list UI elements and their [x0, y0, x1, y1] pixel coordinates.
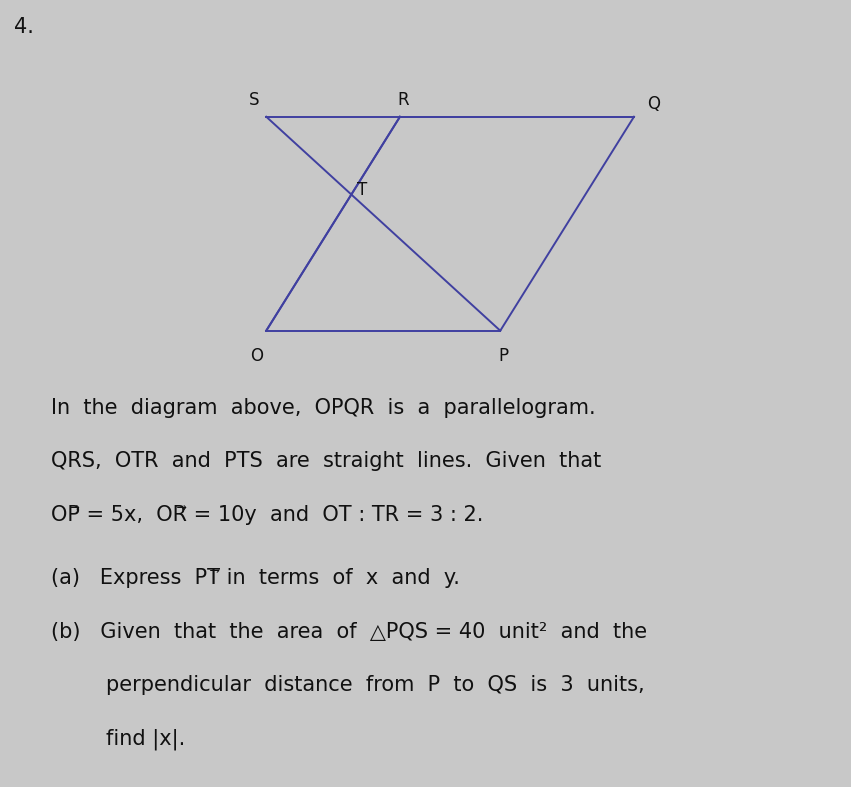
Text: (a)   Express  PT⃗ in  terms  of  x  and  y.: (a) Express PT⃗ in terms of x and y.	[51, 568, 460, 589]
Text: find |x|.: find |x|.	[106, 728, 186, 749]
Text: 4.: 4.	[14, 17, 34, 37]
Text: O: O	[249, 347, 263, 365]
Text: P: P	[499, 347, 509, 365]
Text: R: R	[397, 91, 409, 109]
Text: In  the  diagram  above,  OPQR  is  a  parallelogram.: In the diagram above, OPQR is a parallel…	[51, 398, 596, 418]
Text: T: T	[357, 181, 367, 199]
Text: perpendicular  distance  from  P  to  QS  is  3  units,: perpendicular distance from P to QS is 3…	[106, 675, 645, 695]
Text: (b)   Given  that  the  area  of  △PQS = 40  unit²  and  the: (b) Given that the area of △PQS = 40 uni…	[51, 622, 647, 641]
Text: S: S	[249, 91, 260, 109]
Text: QRS,  OTR  and  PTS  are  straight  lines.  Given  that: QRS, OTR and PTS are straight lines. Giv…	[51, 452, 602, 471]
Text: OP⃗ = 5x,  OR⃗ = 10y  and  OT : TR = 3 : 2.: OP⃗ = 5x, OR⃗ = 10y and OT : TR = 3 : 2.	[51, 504, 483, 525]
Text: Q: Q	[648, 95, 660, 113]
